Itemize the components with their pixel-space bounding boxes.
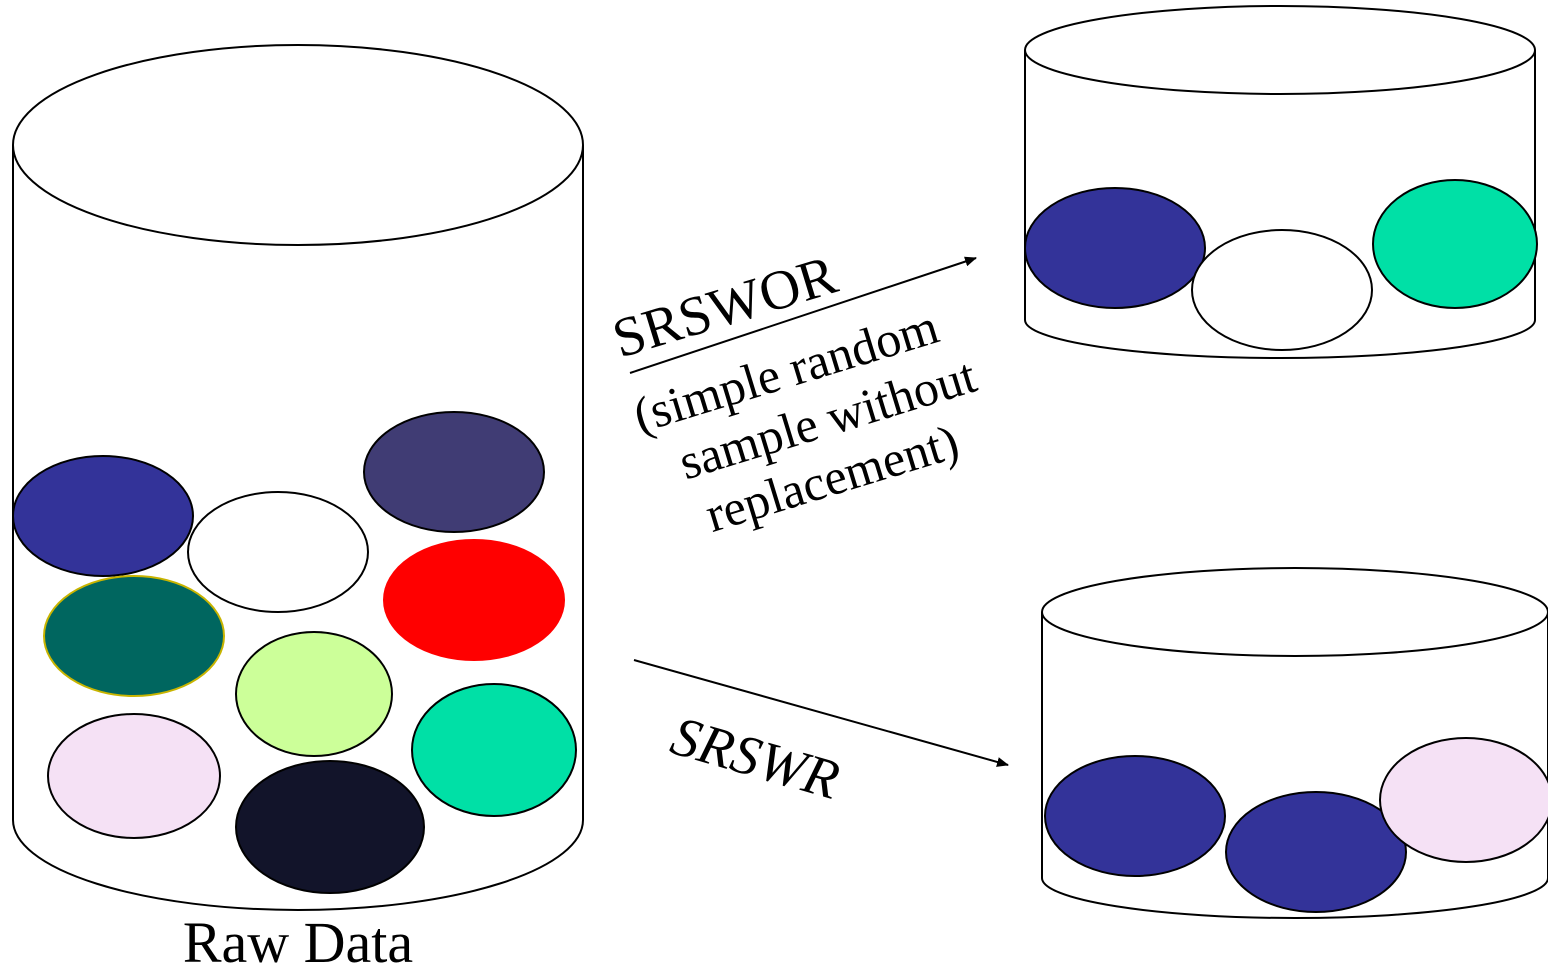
srswor-arrow <box>629 256 977 374</box>
srswr-label-group: SRSWR <box>664 705 846 812</box>
srswor-sample-cylinder <box>1024 5 1538 359</box>
srswor-description-group: (simple random sample without replacemen… <box>627 298 983 543</box>
raw-ball-red <box>383 539 565 661</box>
raw-data-cylinder-top <box>12 44 584 246</box>
srswor-ball-mint <box>1372 179 1538 309</box>
srswr-sample-cylinder <box>1041 567 1548 919</box>
srswr-ball-light-pink <box>1379 737 1548 863</box>
srswor-cylinder-top <box>1024 5 1536 95</box>
raw-ball-white <box>187 491 369 613</box>
raw-ball-navy <box>12 455 194 577</box>
raw-ball-slate-purple <box>363 411 545 533</box>
srswr-ball-navy-2 <box>1225 791 1407 913</box>
raw-ball-dark-teal <box>43 575 225 697</box>
raw-ball-mint <box>411 683 577 817</box>
raw-ball-light-green <box>235 631 393 757</box>
srswr-ball-navy-1 <box>1044 755 1226 877</box>
raw-ball-light-pink <box>47 713 221 839</box>
srswr-cylinder-top <box>1041 567 1548 657</box>
srswr-label: SRSWR <box>664 705 846 812</box>
raw-data-cylinder <box>12 44 584 911</box>
srswor-ball-white <box>1191 229 1373 351</box>
srswor-ball-navy <box>1024 187 1206 309</box>
srswr-arrow <box>633 659 1009 767</box>
raw-ball-black-navy <box>235 760 425 894</box>
raw-data-label: Raw Data <box>183 910 413 971</box>
